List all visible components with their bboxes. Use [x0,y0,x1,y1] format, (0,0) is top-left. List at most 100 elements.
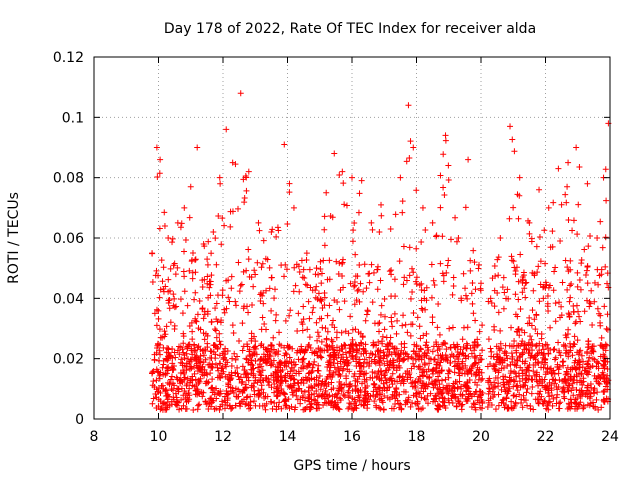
data-point [415,356,422,363]
data-point [205,294,212,301]
data-point [376,391,383,398]
data-point [247,399,254,406]
data-point [568,280,575,287]
data-point [529,341,536,348]
data-point [549,243,556,250]
data-point-peak [526,219,533,226]
data-point [519,349,526,356]
data-point [578,260,585,267]
data-point [400,281,407,288]
data-point [595,379,602,386]
data-point-peak [387,225,394,232]
data-point [431,356,438,363]
data-point [424,392,431,399]
data-point [550,287,557,294]
data-point [494,351,500,358]
data-point [399,373,406,380]
data-point [206,278,213,285]
data-point [454,362,461,369]
data-point [380,349,387,356]
data-point [496,347,503,354]
data-point [391,388,398,395]
data-point-peak [200,241,207,248]
data-point [158,405,165,412]
data-point [506,385,513,392]
data-point [590,343,597,350]
data-point [275,348,282,355]
data-point [409,321,416,328]
data-point [576,313,583,320]
data-point [187,377,194,384]
data-point [209,389,216,396]
data-point [492,383,499,390]
data-point [369,226,376,233]
data-point [256,391,263,398]
data-point [582,272,589,279]
data-point-peak [157,156,164,163]
data-point [491,326,498,333]
data-point [257,357,264,364]
data-point [546,379,553,386]
data-point [391,310,398,317]
data-point [375,384,382,391]
data-point [377,405,384,412]
data-point [277,360,284,367]
data-point [515,326,522,333]
data-point [318,338,325,345]
data-point [380,355,387,362]
data-point [545,308,552,315]
data-point [212,351,219,358]
data-point [303,257,310,264]
data-point [366,279,373,286]
data-point [439,233,446,240]
data-point [450,380,457,387]
data-point [256,368,263,375]
data-point [214,374,221,381]
data-point [429,367,436,374]
data-point [445,390,452,397]
data-point [206,284,213,291]
data-point [511,368,518,375]
data-point [562,191,569,198]
data-point [555,339,562,346]
data-point [470,310,477,317]
data-point [570,217,577,224]
data-point [602,263,609,270]
data-point [502,342,509,349]
data-point [389,370,396,377]
data-point [591,372,598,379]
data-point [523,279,530,286]
data-point [597,218,604,225]
data-point [263,287,270,294]
data-point [449,392,456,399]
data-point [353,342,360,349]
data-point [397,401,404,408]
data-point [329,321,336,328]
data-point [156,326,163,333]
data-point [208,272,215,279]
data-point [376,358,383,365]
data-point [409,399,416,406]
data-point [356,261,363,268]
data-point [591,279,598,286]
data-point [229,404,236,411]
data-point [248,384,255,391]
data-point-peak [229,159,236,166]
data-point [392,211,399,218]
data-point [551,380,558,387]
data-point [540,295,547,302]
data-point [381,372,388,379]
data-point [285,396,292,403]
data-point [593,396,600,403]
data-point [596,381,603,388]
data-point [566,340,573,347]
data-point [268,342,275,349]
data-point [266,356,273,363]
data-point [495,367,502,374]
data-point [153,267,160,274]
data-point [294,328,301,335]
data-point [402,321,409,328]
data-point [228,405,235,412]
data-point [418,406,425,413]
data-point [563,199,570,206]
